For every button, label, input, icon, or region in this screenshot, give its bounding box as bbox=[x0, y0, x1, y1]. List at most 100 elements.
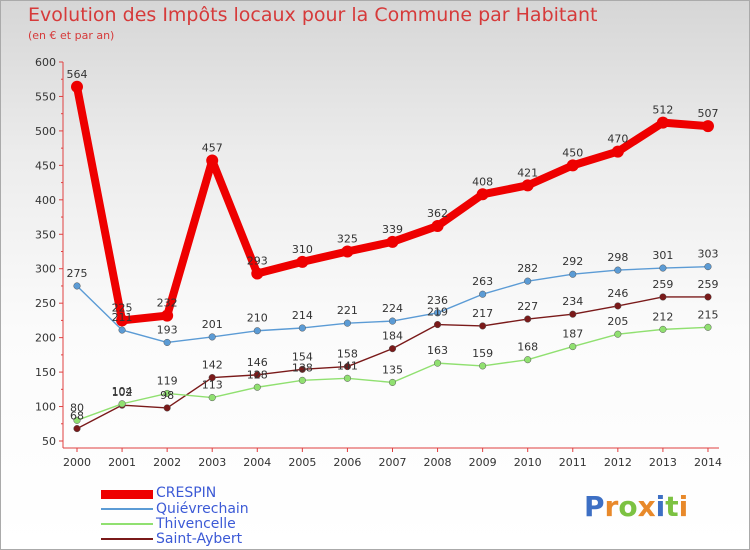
data-point bbox=[434, 309, 442, 317]
y-tick-label: 500 bbox=[35, 125, 56, 138]
data-label: 158 bbox=[337, 348, 358, 361]
data-point bbox=[659, 325, 667, 333]
x-tick-label: 2006 bbox=[333, 456, 361, 469]
data-label: 246 bbox=[607, 287, 628, 300]
data-point bbox=[524, 356, 532, 364]
data-label: 187 bbox=[562, 328, 583, 341]
y-tick-label: 100 bbox=[35, 401, 56, 414]
data-label: 119 bbox=[157, 374, 178, 387]
logo-letter: t bbox=[665, 490, 679, 523]
x-tick-label: 2007 bbox=[378, 456, 406, 469]
data-point bbox=[343, 319, 351, 327]
data-label: 310 bbox=[292, 243, 313, 256]
legend-label-thivencelle: Thivencelle bbox=[156, 516, 236, 532]
data-label: 236 bbox=[427, 294, 448, 307]
y-tick-label: 300 bbox=[35, 263, 56, 276]
data-point bbox=[569, 270, 577, 278]
chart-title: Evolution des Impôts locaux pour la Comm… bbox=[28, 4, 598, 26]
data-point bbox=[479, 322, 487, 330]
legend-swatch-thivencelle bbox=[101, 523, 153, 525]
data-point bbox=[71, 80, 83, 93]
data-label: 221 bbox=[337, 304, 358, 317]
data-point bbox=[704, 293, 712, 301]
data-point bbox=[251, 267, 264, 280]
data-label: 154 bbox=[292, 350, 313, 363]
logo-letter: i bbox=[678, 490, 689, 523]
logo-letter: r bbox=[604, 490, 619, 523]
data-label: 68 bbox=[70, 410, 84, 423]
data-point bbox=[614, 302, 622, 310]
data-label: 564 bbox=[67, 68, 88, 81]
data-label: 146 bbox=[247, 356, 268, 369]
data-label: 138 bbox=[292, 361, 313, 374]
data-label: 224 bbox=[382, 302, 403, 315]
data-label: 512 bbox=[652, 104, 673, 117]
data-label: 217 bbox=[472, 307, 493, 320]
data-point bbox=[388, 378, 397, 386]
data-label: 225 bbox=[112, 301, 133, 314]
proxiti-logo: Proxiti bbox=[584, 490, 688, 523]
x-tick-label: 2005 bbox=[288, 456, 316, 469]
data-point bbox=[656, 116, 669, 129]
data-label: 141 bbox=[337, 359, 358, 372]
data-label: 263 bbox=[472, 275, 493, 288]
data-point bbox=[161, 309, 174, 322]
data-label: 292 bbox=[562, 255, 583, 268]
data-point bbox=[659, 293, 667, 301]
data-point bbox=[386, 235, 399, 248]
data-point bbox=[253, 383, 261, 391]
data-label: 234 bbox=[562, 295, 583, 308]
chart-subtitle: (en € et par an) bbox=[28, 29, 115, 42]
data-point bbox=[298, 365, 306, 373]
data-label: 282 bbox=[517, 262, 538, 275]
data-point bbox=[73, 282, 81, 290]
data-label: 201 bbox=[202, 318, 223, 331]
data-label: 210 bbox=[247, 312, 268, 325]
data-point bbox=[341, 245, 354, 258]
x-tick-label: 2002 bbox=[153, 456, 181, 469]
data-label: 163 bbox=[427, 344, 448, 357]
data-label: 205 bbox=[607, 315, 628, 328]
data-label: 339 bbox=[382, 223, 403, 236]
data-label: 214 bbox=[292, 309, 313, 322]
data-label: 507 bbox=[697, 107, 718, 120]
data-point bbox=[701, 120, 714, 133]
data-point bbox=[614, 266, 622, 274]
logo-letter: x bbox=[637, 490, 656, 523]
data-label: 259 bbox=[697, 278, 718, 291]
data-label: 80 bbox=[70, 401, 84, 414]
data-label: 303 bbox=[697, 248, 718, 261]
x-tick-label: 2008 bbox=[424, 456, 452, 469]
data-label: 98 bbox=[160, 389, 174, 402]
data-point bbox=[163, 338, 171, 347]
data-point bbox=[208, 394, 216, 402]
data-point bbox=[73, 416, 81, 424]
legend-label-crespin: CRESPIN bbox=[156, 485, 217, 501]
data-point bbox=[343, 363, 351, 371]
data-label: 184 bbox=[382, 330, 403, 343]
data-point bbox=[298, 324, 306, 332]
data-point bbox=[704, 263, 712, 271]
data-point bbox=[388, 345, 397, 353]
data-point bbox=[431, 220, 444, 233]
data-label: 325 bbox=[337, 233, 358, 246]
data-label: 215 bbox=[697, 308, 718, 321]
y-tick-label: 200 bbox=[35, 332, 56, 345]
data-label: 470 bbox=[607, 133, 628, 146]
data-label: 135 bbox=[382, 363, 403, 376]
data-point bbox=[163, 389, 171, 398]
data-label: 142 bbox=[202, 359, 223, 372]
data-label: 259 bbox=[652, 278, 673, 291]
data-label: 113 bbox=[202, 379, 223, 392]
data-label: 232 bbox=[157, 297, 178, 310]
y-tick-label: 150 bbox=[35, 366, 56, 379]
data-label: 159 bbox=[472, 347, 493, 360]
y-tick-label: 50 bbox=[42, 435, 56, 448]
data-point bbox=[524, 277, 532, 285]
legend-swatch-crespin bbox=[101, 490, 153, 499]
data-label: 212 bbox=[652, 310, 673, 323]
data-point bbox=[118, 326, 126, 334]
x-tick-label: 2003 bbox=[198, 456, 226, 469]
